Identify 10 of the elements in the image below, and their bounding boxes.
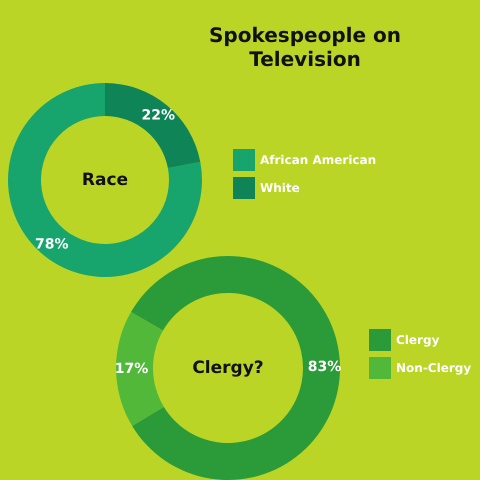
- legend-label: Non-Clergy: [396, 361, 472, 375]
- data-label: 17%: [114, 361, 148, 378]
- data-label: 22%: [141, 108, 175, 124]
- legend-label: White: [260, 181, 300, 195]
- legend-label: African American: [260, 153, 376, 167]
- chart-title: Spokespeople on Television: [209, 23, 401, 71]
- text: Race: [82, 170, 128, 190]
- data-label: 78%: [35, 236, 69, 252]
- legend-label: Clergy: [396, 333, 440, 347]
- text: Clergy?: [192, 358, 264, 378]
